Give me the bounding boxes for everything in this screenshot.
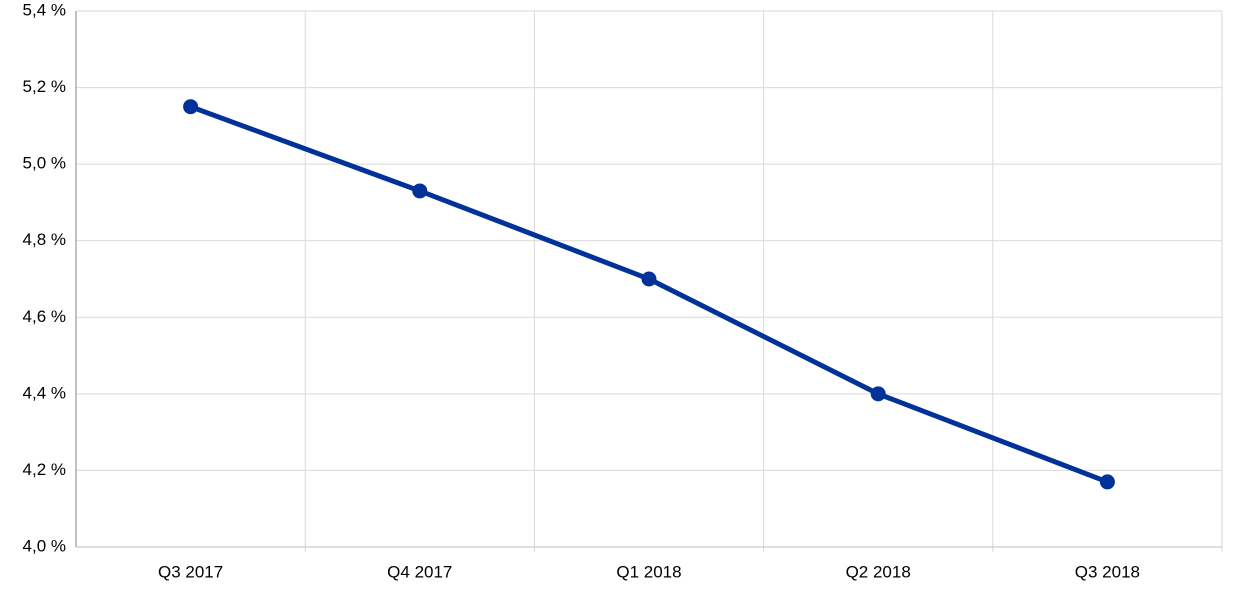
marker bbox=[870, 386, 886, 402]
line bbox=[189, 104, 1109, 485]
y-tick-label: 4,8 % bbox=[23, 230, 66, 249]
y-tick-label: 4,6 % bbox=[23, 307, 66, 326]
x-tick-label: Q1 2018 bbox=[616, 562, 681, 581]
x-tick-label: Q2 2018 bbox=[846, 562, 911, 581]
marker bbox=[412, 183, 428, 199]
x-tick-label: Q3 2017 bbox=[158, 562, 223, 581]
y-tick-label: 5,4 % bbox=[23, 0, 66, 19]
x-tick-label: Q4 2017 bbox=[387, 562, 452, 581]
marker bbox=[1099, 474, 1115, 490]
y-tick-label: 4,0 % bbox=[23, 536, 66, 555]
marker bbox=[641, 271, 657, 287]
x-tick-label: Q3 2018 bbox=[1075, 562, 1140, 581]
y-tick-label: 5,2 % bbox=[23, 77, 66, 96]
y-tick-label: 4,2 % bbox=[23, 460, 66, 479]
marker bbox=[183, 99, 199, 115]
y-tick-label: 4,4 % bbox=[23, 383, 66, 402]
y-tick-label: 5,0 % bbox=[23, 154, 66, 173]
